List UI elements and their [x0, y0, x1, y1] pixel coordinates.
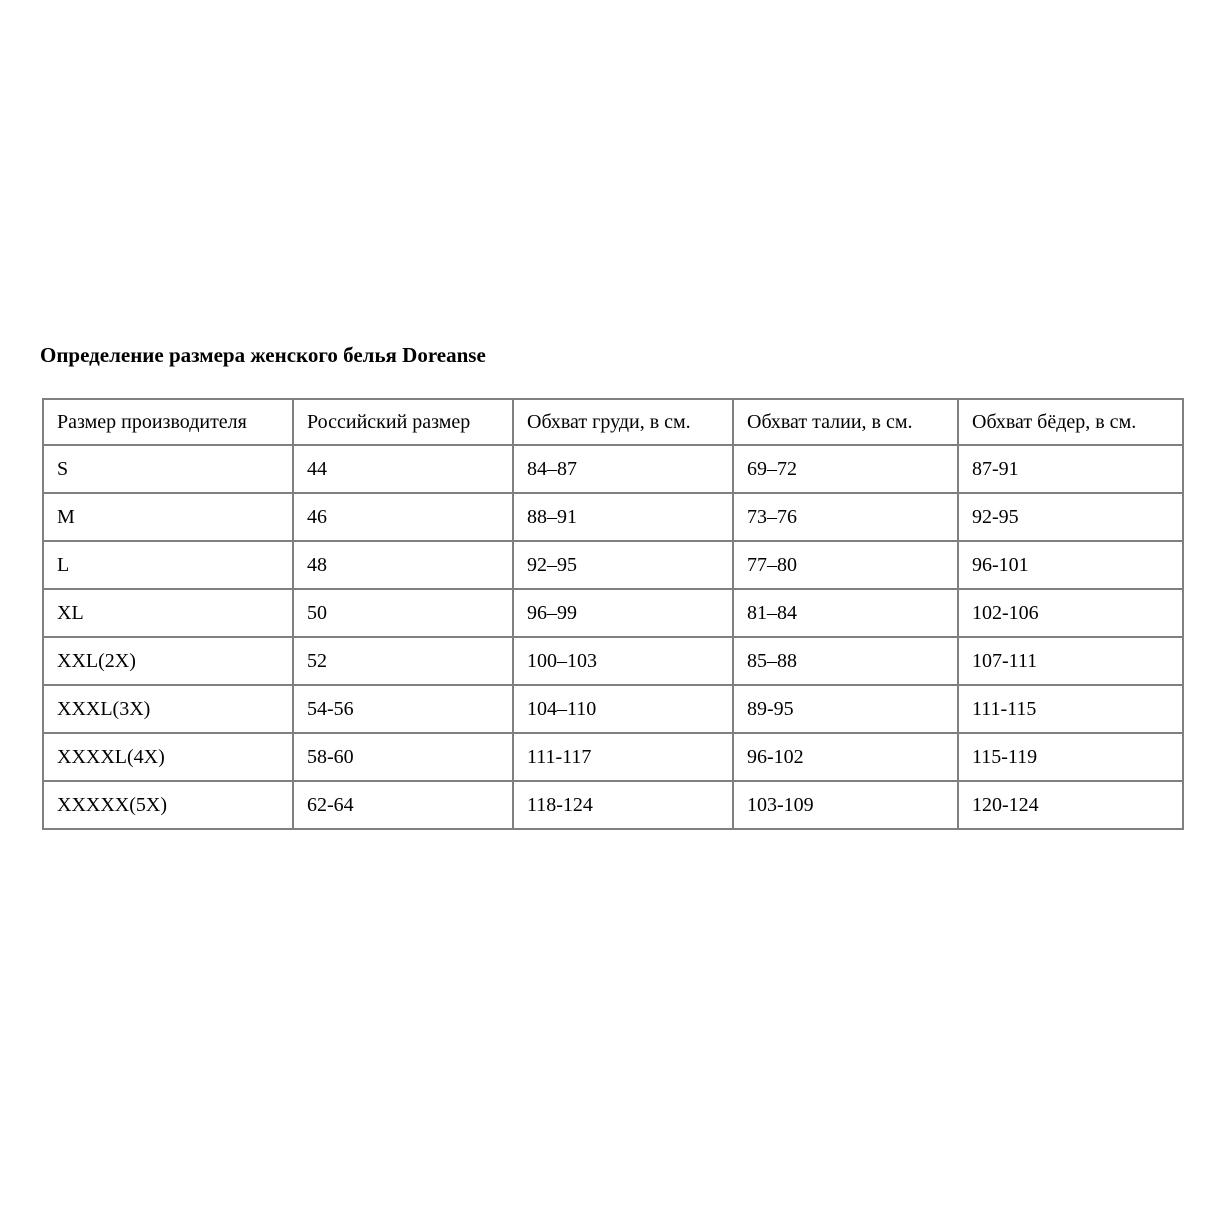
table-row: L 48 92–95 77–80 96-101	[42, 540, 1184, 590]
table-cell: 96-102	[732, 732, 959, 782]
column-header-chest: Обхват груди, в см.	[512, 398, 734, 446]
table-cell: XXXXX(5X)	[42, 780, 294, 830]
table-cell: 102-106	[957, 588, 1184, 638]
table-cell: 46	[292, 492, 514, 542]
table-cell: 103-109	[732, 780, 959, 830]
table-cell: 58-60	[292, 732, 514, 782]
table-cell: M	[42, 492, 294, 542]
header-row: Размер производителя Российский размер О…	[42, 398, 1184, 446]
table-cell: 85–88	[732, 636, 959, 686]
table-row: S 44 84–87 69–72 87-91	[42, 444, 1184, 494]
table-cell: 52	[292, 636, 514, 686]
table-cell: 118-124	[512, 780, 734, 830]
table-cell: 111-115	[957, 684, 1184, 734]
table-cell: XXL(2X)	[42, 636, 294, 686]
table-cell: 73–76	[732, 492, 959, 542]
table-row: XL 50 96–99 81–84 102-106	[42, 588, 1184, 638]
table-row: XXXXX(5X) 62-64 118-124 103-109 120-124	[42, 780, 1184, 830]
table-cell: S	[42, 444, 294, 494]
table-cell: 84–87	[512, 444, 734, 494]
table-cell: 96-101	[957, 540, 1184, 590]
table-cell: 96–99	[512, 588, 734, 638]
table-cell: 100–103	[512, 636, 734, 686]
table-row: XXXXL(4X) 58-60 111-117 96-102 115-119	[42, 732, 1184, 782]
table-cell: XXXXL(4X)	[42, 732, 294, 782]
page-title: Определение размера женского белья Dorea…	[40, 343, 486, 367]
table-cell: 48	[292, 540, 514, 590]
table-cell: 54-56	[292, 684, 514, 734]
table-cell: L	[42, 540, 294, 590]
table-cell: 81–84	[732, 588, 959, 638]
table-cell: 120-124	[957, 780, 1184, 830]
table-cell: 62-64	[292, 780, 514, 830]
column-header-manufacturer-size: Размер производителя	[42, 398, 294, 446]
table-cell: 107-111	[957, 636, 1184, 686]
column-header-waist: Обхват талии, в см.	[732, 398, 959, 446]
table-cell: 87-91	[957, 444, 1184, 494]
table-cell: 44	[292, 444, 514, 494]
table-row: XXL(2X) 52 100–103 85–88 107-111	[42, 636, 1184, 686]
table-cell: 92-95	[957, 492, 1184, 542]
size-table: Размер производителя Российский размер О…	[42, 398, 1184, 830]
table-cell: 111-117	[512, 732, 734, 782]
table-cell: 92–95	[512, 540, 734, 590]
table-cell: 89-95	[732, 684, 959, 734]
table-cell: 69–72	[732, 444, 959, 494]
table-cell: XXXL(3X)	[42, 684, 294, 734]
table-cell: 88–91	[512, 492, 734, 542]
table-cell: 77–80	[732, 540, 959, 590]
table-cell: 104–110	[512, 684, 734, 734]
table-cell: 115-119	[957, 732, 1184, 782]
table-cell: 50	[292, 588, 514, 638]
table-cell: XL	[42, 588, 294, 638]
table-row: XXXL(3X) 54-56 104–110 89-95 111-115	[42, 684, 1184, 734]
column-header-hips: Обхват бёдер, в см.	[957, 398, 1184, 446]
table-row: M 46 88–91 73–76 92-95	[42, 492, 1184, 542]
column-header-russian-size: Российский размер	[292, 398, 514, 446]
